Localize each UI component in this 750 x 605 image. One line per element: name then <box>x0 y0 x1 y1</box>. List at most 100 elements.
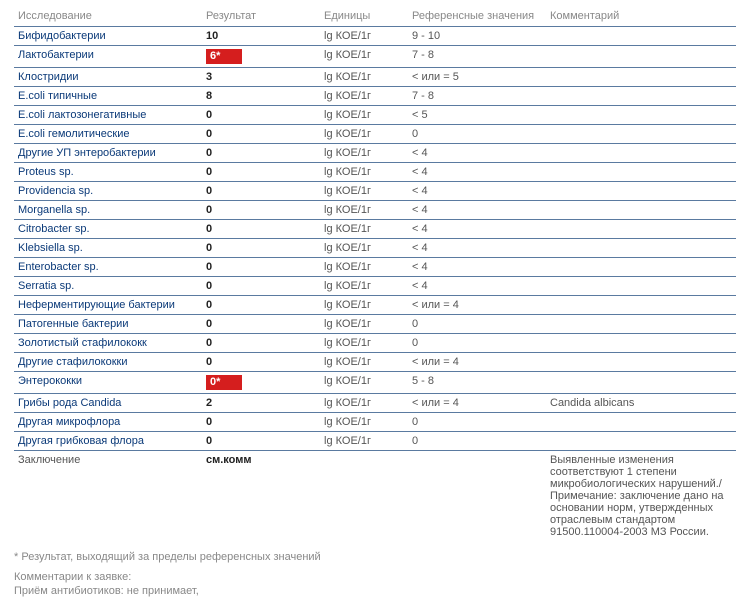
table-row: Enterobacter sp.0lg КОЕ/1г< 4 <box>14 258 736 277</box>
table-row: Энтерококки0*lg КОЕ/1г5 - 8 <box>14 372 736 394</box>
cell-units: lg КОЕ/1г <box>320 87 408 106</box>
col-header-ref: Референсные значения <box>408 8 546 27</box>
cell-result: 0 <box>202 334 320 353</box>
cell-ref: < 5 <box>408 106 546 125</box>
cell-result: 0* <box>202 372 320 394</box>
cell-name: Klebsiella sp. <box>14 239 202 258</box>
cell-name: Providencia sp. <box>14 182 202 201</box>
cell-ref: < 4 <box>408 220 546 239</box>
cell-units: lg КОЕ/1г <box>320 315 408 334</box>
cell-name: Citrobacter sp. <box>14 220 202 239</box>
cell-name: Другие стафилококки <box>14 353 202 372</box>
cell-ref: 0 <box>408 315 546 334</box>
table-row: E.coli лактозонегативные0lg КОЕ/1г< 5 <box>14 106 736 125</box>
cell-result: 8 <box>202 87 320 106</box>
table-row: E.coli гемолитические0lg КОЕ/1г0 <box>14 125 736 144</box>
cell-comment <box>546 106 736 125</box>
cell-units: lg КОЕ/1г <box>320 334 408 353</box>
cell-name: E.coli гемолитические <box>14 125 202 144</box>
cell-units: lg КОЕ/1г <box>320 125 408 144</box>
cell-ref: < 4 <box>408 144 546 163</box>
conclusion-ref <box>408 451 546 542</box>
cell-result: 2 <box>202 394 320 413</box>
cell-comment <box>546 87 736 106</box>
cell-comment <box>546 258 736 277</box>
conclusion-comment: Выявленные изменения соответствуют 1 сте… <box>546 451 736 542</box>
cell-result: 0 <box>202 144 320 163</box>
cell-result: 0 <box>202 163 320 182</box>
cell-units: lg КОЕ/1г <box>320 413 408 432</box>
cell-units: lg КОЕ/1г <box>320 27 408 46</box>
cell-units: lg КОЕ/1г <box>320 394 408 413</box>
cell-comment <box>546 315 736 334</box>
cell-ref: < 4 <box>408 277 546 296</box>
footnote-text: * Результат, выходящий за пределы рефере… <box>14 551 736 563</box>
cell-result: 0 <box>202 125 320 144</box>
conclusion-units <box>320 451 408 542</box>
col-header-units: Единицы <box>320 8 408 27</box>
cell-comment: Candida albicans <box>546 394 736 413</box>
cell-units: lg КОЕ/1г <box>320 68 408 87</box>
cell-ref: < 4 <box>408 201 546 220</box>
cell-ref: < 4 <box>408 239 546 258</box>
cell-units: lg КОЕ/1г <box>320 220 408 239</box>
out-of-range-flag: 6* <box>206 49 242 64</box>
cell-name: E.coli лактозонегативные <box>14 106 202 125</box>
cell-units: lg КОЕ/1г <box>320 106 408 125</box>
cell-name: Другая грибковая флора <box>14 432 202 451</box>
cell-name: Золотистый стафилококк <box>14 334 202 353</box>
cell-name: Лактобактерии <box>14 46 202 68</box>
lab-results-table: Исследование Результат Единицы Референсн… <box>14 8 736 541</box>
cell-units: lg КОЕ/1г <box>320 46 408 68</box>
table-row: Klebsiella sp.0lg КОЕ/1г< 4 <box>14 239 736 258</box>
cell-ref: 7 - 8 <box>408 46 546 68</box>
cell-result: 0 <box>202 315 320 334</box>
table-row: Бифидобактерии10lg КОЕ/1г9 - 10 <box>14 27 736 46</box>
cell-name: Грибы рода Candida <box>14 394 202 413</box>
out-of-range-flag: 0* <box>206 375 242 390</box>
cell-units: lg КОЕ/1г <box>320 372 408 394</box>
cell-comment <box>546 296 736 315</box>
cell-comment <box>546 413 736 432</box>
table-row: Золотистый стафилококк0lg КОЕ/1г0 <box>14 334 736 353</box>
table-row: Другая грибковая флора0lg КОЕ/1г0 <box>14 432 736 451</box>
cell-comment <box>546 68 736 87</box>
cell-name: Morganella sp. <box>14 201 202 220</box>
cell-comment <box>546 432 736 451</box>
cell-result: 0 <box>202 277 320 296</box>
cell-ref: 7 - 8 <box>408 87 546 106</box>
cell-name: E.coli типичные <box>14 87 202 106</box>
table-row: Morganella sp.0lg КОЕ/1г< 4 <box>14 201 736 220</box>
table-row: Serratia sp.0lg КОЕ/1г< 4 <box>14 277 736 296</box>
table-header-row: Исследование Результат Единицы Референсн… <box>14 8 736 27</box>
cell-name: Патогенные бактерии <box>14 315 202 334</box>
cell-comment <box>546 239 736 258</box>
cell-name: Бифидобактерии <box>14 27 202 46</box>
cell-units: lg КОЕ/1г <box>320 277 408 296</box>
cell-ref: 0 <box>408 125 546 144</box>
cell-comment <box>546 220 736 239</box>
cell-name: Неферментирующие бактерии <box>14 296 202 315</box>
cell-units: lg КОЕ/1г <box>320 353 408 372</box>
cell-result: 0 <box>202 432 320 451</box>
cell-result: 0 <box>202 239 320 258</box>
table-row: Грибы рода Candida2lg КОЕ/1г< или = 4Can… <box>14 394 736 413</box>
comments-text: Приём антибиотиков: не принимает, <box>14 585 736 597</box>
conclusion-label: Заключение <box>14 451 202 542</box>
cell-result: 10 <box>202 27 320 46</box>
col-header-comment: Комментарий <box>546 8 736 27</box>
cell-units: lg КОЕ/1г <box>320 296 408 315</box>
cell-comment <box>546 201 736 220</box>
cell-name: Энтерококки <box>14 372 202 394</box>
cell-result: 3 <box>202 68 320 87</box>
cell-comment <box>546 372 736 394</box>
cell-units: lg КОЕ/1г <box>320 432 408 451</box>
cell-result: 0 <box>202 296 320 315</box>
cell-comment <box>546 163 736 182</box>
table-row: Неферментирующие бактерии0lg КОЕ/1г< или… <box>14 296 736 315</box>
table-row: E.coli типичные8lg КОЕ/1г7 - 8 <box>14 87 736 106</box>
cell-comment <box>546 334 736 353</box>
cell-name: Другая микрофлора <box>14 413 202 432</box>
cell-comment <box>546 277 736 296</box>
comments-label: Комментарии к заявке: <box>14 571 736 583</box>
